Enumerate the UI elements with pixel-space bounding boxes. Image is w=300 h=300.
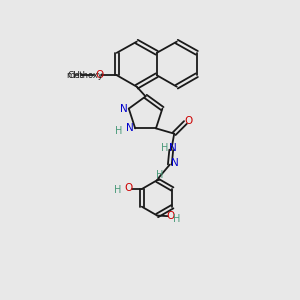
Text: H: H — [114, 185, 122, 196]
Text: H: H — [161, 142, 169, 152]
Text: H: H — [115, 126, 123, 136]
Text: O: O — [167, 211, 175, 221]
Text: O: O — [95, 70, 103, 80]
Text: N: N — [171, 158, 179, 168]
Text: N: N — [120, 103, 128, 114]
Text: H: H — [155, 170, 163, 180]
Text: CH₃: CH₃ — [67, 71, 84, 80]
Text: N: N — [169, 142, 177, 152]
Text: O: O — [185, 116, 193, 126]
Text: methoxy: methoxy — [66, 71, 103, 80]
Text: N: N — [126, 123, 134, 134]
Text: H: H — [173, 214, 181, 224]
Text: O: O — [124, 183, 132, 193]
